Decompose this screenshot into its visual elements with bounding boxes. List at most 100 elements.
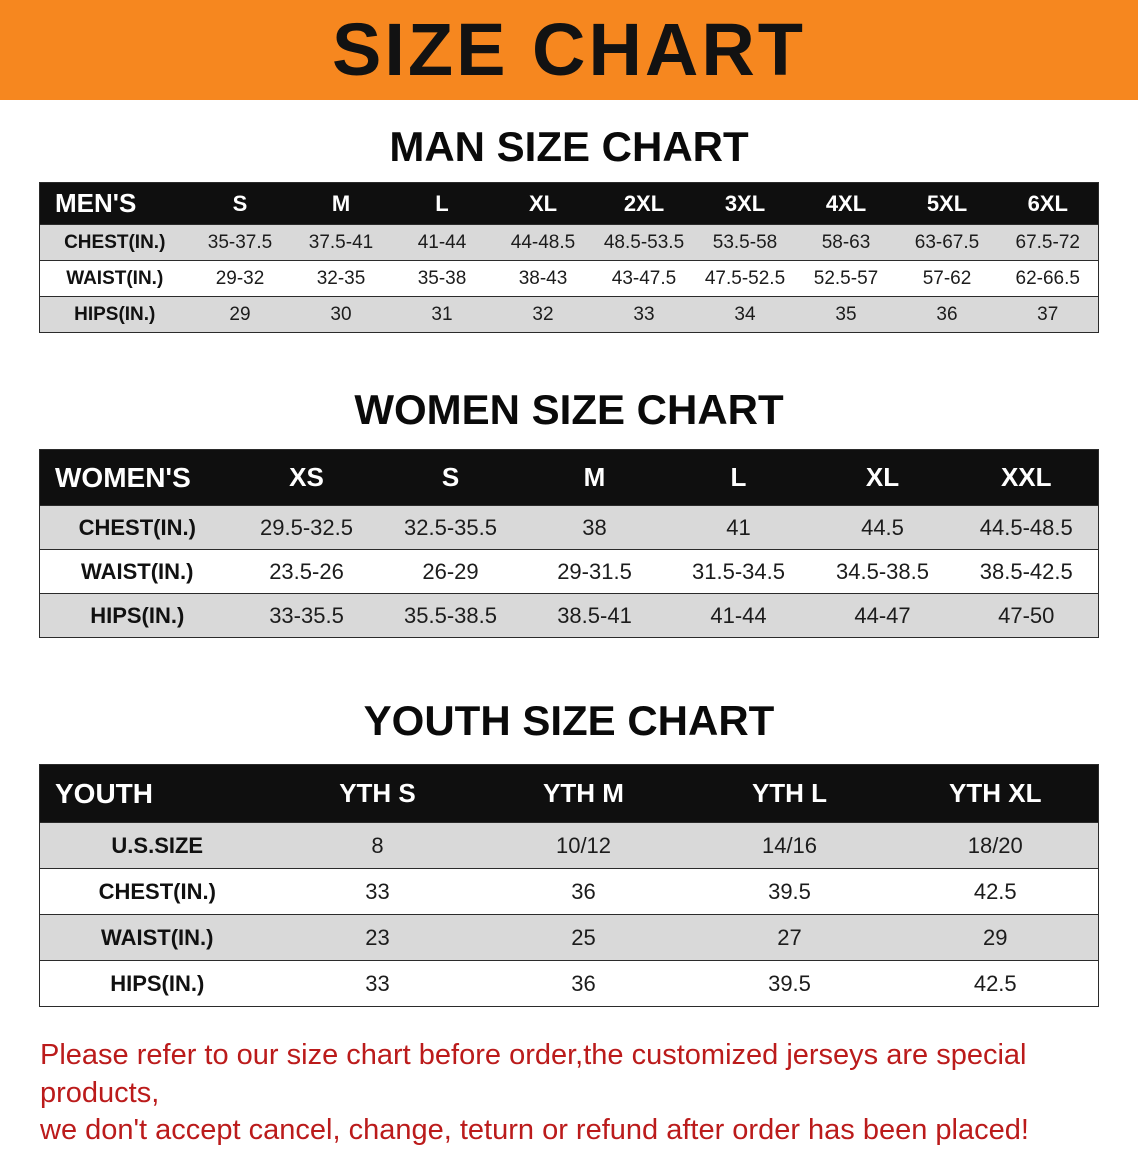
size-column-header: L — [391, 182, 493, 225]
table-cell: 29 — [892, 914, 1099, 961]
table-cell: 43-47.5 — [593, 260, 695, 297]
table-cell: 39.5 — [686, 960, 893, 1007]
page-title: SIZE CHART — [332, 8, 806, 91]
size-column-header: 3XL — [694, 182, 796, 225]
men-table-label: MEN'S — [39, 182, 190, 225]
table-cell: 38.5-42.5 — [954, 549, 1099, 594]
table-cell: 29-32 — [189, 260, 291, 297]
table-cell: 39.5 — [686, 868, 893, 915]
table-cell: 42.5 — [892, 960, 1099, 1007]
table-row: HIPS(IN.) 33 36 39.5 42.5 — [39, 960, 1099, 1007]
size-column-header: YTH XL — [892, 764, 1099, 823]
table-cell: 37 — [997, 296, 1099, 333]
table-header-row: YOUTH YTH S YTH M YTH L YTH XL — [39, 764, 1099, 823]
table-cell: 44-48.5 — [492, 224, 594, 261]
table-cell: 32 — [492, 296, 594, 333]
table-cell: 29.5-32.5 — [234, 505, 379, 550]
table-cell: 35 — [795, 296, 897, 333]
table-cell: 38 — [522, 505, 667, 550]
size-column-header: S — [378, 449, 523, 506]
size-column-header: XL — [492, 182, 594, 225]
table-cell: 35-37.5 — [189, 224, 291, 261]
table-cell: 26-29 — [378, 549, 523, 594]
size-column-header: XXL — [954, 449, 1099, 506]
table-cell: 34.5-38.5 — [810, 549, 955, 594]
table-cell: 33 — [274, 868, 481, 915]
table-cell: 44.5 — [810, 505, 955, 550]
men-size-table: MEN'S S M L XL 2XL 3XL 4XL 5XL 6XL CHEST… — [39, 182, 1099, 333]
table-cell: 30 — [290, 296, 392, 333]
size-column-header: M — [522, 449, 667, 506]
disclaimer-line-2: we don't accept cancel, change, teturn o… — [40, 1114, 1029, 1147]
table-cell: 33 — [274, 960, 481, 1007]
table-cell: 38-43 — [492, 260, 594, 297]
banner: SIZE CHART — [0, 0, 1138, 100]
table-cell: 63-67.5 — [896, 224, 998, 261]
size-column-header: S — [189, 182, 291, 225]
men-size-chart-section: MAN SIZE CHART MEN'S S M L XL 2XL 3XL 4X… — [0, 126, 1138, 333]
table-cell: 18/20 — [892, 822, 1099, 869]
size-column-header: 4XL — [795, 182, 897, 225]
table-row: WAIST(IN.) 23.5-26 26-29 29-31.5 31.5-34… — [39, 549, 1099, 594]
table-cell: 67.5-72 — [997, 224, 1099, 261]
row-label: CHEST(IN.) — [39, 868, 275, 915]
women-size-chart-section: WOMEN SIZE CHART WOMEN'S XS S M L XL XXL — [0, 389, 1138, 638]
table-row: CHEST(IN.) 29.5-32.5 32.5-35.5 38 41 44.… — [39, 505, 1099, 550]
row-label: CHEST(IN.) — [39, 224, 190, 261]
table-cell: 14/16 — [686, 822, 893, 869]
table-cell: 52.5-57 — [795, 260, 897, 297]
table-cell: 36 — [896, 296, 998, 333]
women-chart-heading: WOMEN SIZE CHART — [354, 386, 784, 433]
table-cell: 38.5-41 — [522, 593, 667, 638]
table-cell: 44.5-48.5 — [954, 505, 1099, 550]
row-label: WAIST(IN.) — [39, 260, 190, 297]
youth-size-table: YOUTH YTH S YTH M YTH L YTH XL U.S.SIZE … — [39, 764, 1099, 1007]
table-cell: 27 — [686, 914, 893, 961]
women-table-label: WOMEN'S — [39, 449, 235, 506]
table-cell: 32.5-35.5 — [378, 505, 523, 550]
size-column-header: L — [666, 449, 811, 506]
row-label: HIPS(IN.) — [39, 593, 235, 638]
size-column-header: XS — [234, 449, 379, 506]
table-cell: 33 — [593, 296, 695, 333]
table-cell: 25 — [480, 914, 687, 961]
table-cell: 36 — [480, 960, 687, 1007]
size-column-header: YTH M — [480, 764, 687, 823]
table-cell: 31 — [391, 296, 493, 333]
youth-chart-heading: YOUTH SIZE CHART — [363, 697, 775, 744]
table-row: HIPS(IN.) 33-35.5 35.5-38.5 38.5-41 41-4… — [39, 593, 1099, 638]
table-row: WAIST(IN.) 23 25 27 29 — [39, 914, 1099, 961]
table-row: HIPS(IN.) 29 30 31 32 33 34 35 36 37 — [39, 296, 1099, 333]
table-cell: 8 — [274, 822, 481, 869]
table-cell: 23.5-26 — [234, 549, 379, 594]
table-cell: 57-62 — [896, 260, 998, 297]
table-cell: 37.5-41 — [290, 224, 392, 261]
table-cell: 47.5-52.5 — [694, 260, 796, 297]
table-cell: 53.5-58 — [694, 224, 796, 261]
disclaimer: Please refer to our size chart before or… — [40, 1037, 1118, 1150]
table-cell: 29-31.5 — [522, 549, 667, 594]
size-column-header: 5XL — [896, 182, 998, 225]
table-cell: 35.5-38.5 — [378, 593, 523, 638]
size-column-header: 2XL — [593, 182, 695, 225]
table-cell: 48.5-53.5 — [593, 224, 695, 261]
size-column-header: YTH S — [274, 764, 481, 823]
table-row: WAIST(IN.) 29-32 32-35 35-38 38-43 43-47… — [39, 260, 1099, 297]
size-column-header: 6XL — [997, 182, 1099, 225]
men-chart-heading: MAN SIZE CHART — [389, 123, 749, 170]
table-cell: 32-35 — [290, 260, 392, 297]
table-header-row: WOMEN'S XS S M L XL XXL — [39, 449, 1099, 506]
size-column-header: XL — [810, 449, 955, 506]
table-cell: 10/12 — [480, 822, 687, 869]
row-label: U.S.SIZE — [39, 822, 275, 869]
table-header-row: MEN'S S M L XL 2XL 3XL 4XL 5XL 6XL — [39, 182, 1099, 225]
table-cell: 41-44 — [391, 224, 493, 261]
table-cell: 41-44 — [666, 593, 811, 638]
table-cell: 42.5 — [892, 868, 1099, 915]
row-label: HIPS(IN.) — [39, 296, 190, 333]
youth-table-label: YOUTH — [39, 764, 275, 823]
table-row: CHEST(IN.) 35-37.5 37.5-41 41-44 44-48.5… — [39, 224, 1099, 261]
table-cell: 58-63 — [795, 224, 897, 261]
table-cell: 23 — [274, 914, 481, 961]
